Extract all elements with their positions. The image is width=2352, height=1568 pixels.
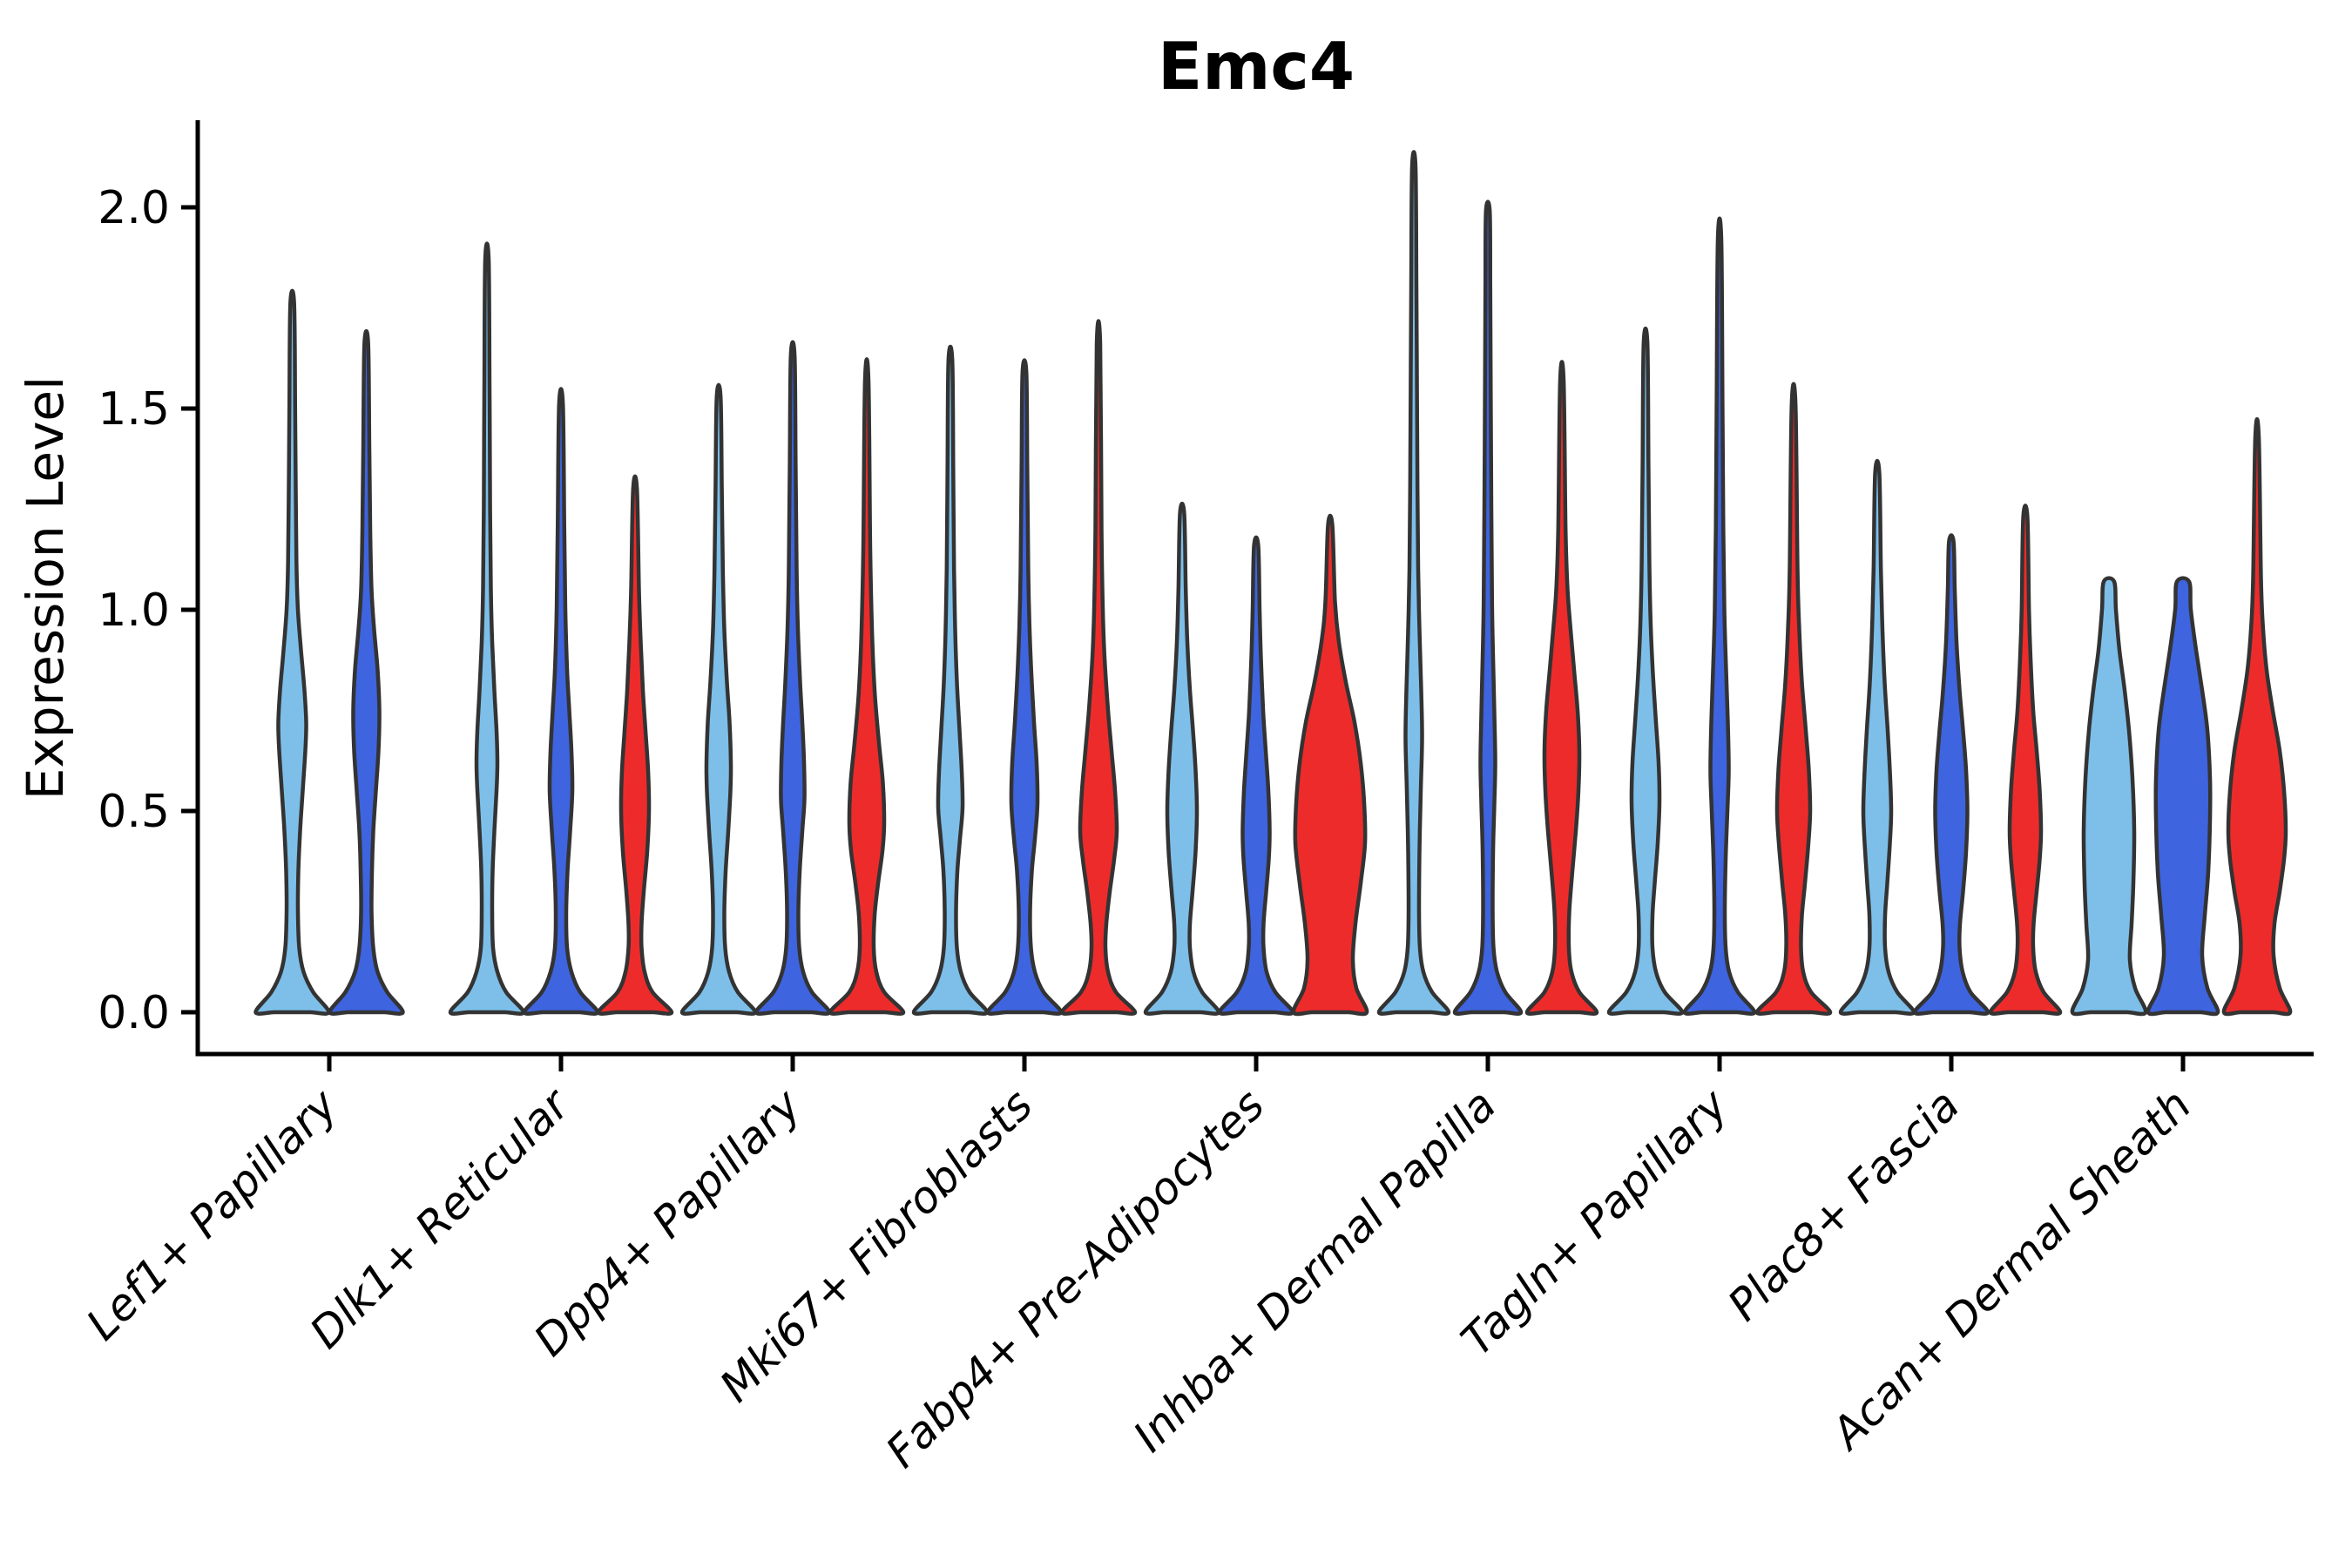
violin-plac8-light-blue bbox=[1838, 458, 1916, 1016]
violin-acan-light-blue bbox=[2070, 576, 2148, 1017]
violin-dpp4-red bbox=[828, 357, 906, 1016]
y-tick-label: 0.0 bbox=[98, 987, 170, 1039]
violin-dlk1-light-blue bbox=[448, 241, 526, 1016]
y-axis-label: Expression Level bbox=[16, 376, 75, 800]
violin-plac8-red bbox=[1988, 504, 2063, 1016]
y-tick-label: 0.5 bbox=[98, 786, 170, 838]
chart-title: Emc4 bbox=[1158, 28, 1355, 105]
violin-dpp4-light-blue bbox=[679, 382, 758, 1016]
violin-dpp4-dark-blue bbox=[754, 340, 832, 1016]
violin-mki67-red bbox=[1059, 319, 1138, 1016]
violin-plac8-dark-blue bbox=[1912, 533, 1990, 1016]
violin-inhba-dark-blue bbox=[1452, 199, 1524, 1016]
violin-inhba-red bbox=[1524, 360, 1599, 1016]
violin-tagln-red bbox=[1754, 382, 1833, 1016]
violin-fabp4-light-blue bbox=[1143, 501, 1221, 1016]
violin-lef1-dark-blue bbox=[328, 328, 405, 1016]
violin-acan-red bbox=[2221, 416, 2293, 1017]
y-tick-label: 2.0 bbox=[98, 182, 170, 234]
violin-mki67-dark-blue bbox=[985, 358, 1064, 1016]
violin-dlk1-dark-blue bbox=[522, 387, 600, 1016]
x-tick-label: Fabp4+ Pre-Adipocytes bbox=[876, 1079, 1274, 1477]
y-tick-label: 1.0 bbox=[98, 585, 170, 637]
violin-acan-dark-blue bbox=[2146, 576, 2220, 1017]
violin-inhba-light-blue bbox=[1376, 150, 1451, 1016]
violin-mki67-light-blue bbox=[911, 344, 990, 1016]
violin-fabp4-dark-blue bbox=[1217, 535, 1295, 1016]
violin-tagln-light-blue bbox=[1606, 326, 1685, 1016]
violin-lef1-light-blue bbox=[253, 288, 331, 1016]
violin-tagln-dark-blue bbox=[1682, 216, 1757, 1016]
y-tick-label: 1.5 bbox=[98, 383, 170, 436]
violins-layer bbox=[253, 150, 2293, 1017]
x-tick-label: Plac8+ Fascia bbox=[1719, 1079, 1970, 1330]
x-tick-label: Lef1+ Papillary bbox=[77, 1078, 348, 1349]
violin-dlk1-red bbox=[596, 474, 674, 1016]
violin-fabp4-red bbox=[1291, 513, 1369, 1017]
